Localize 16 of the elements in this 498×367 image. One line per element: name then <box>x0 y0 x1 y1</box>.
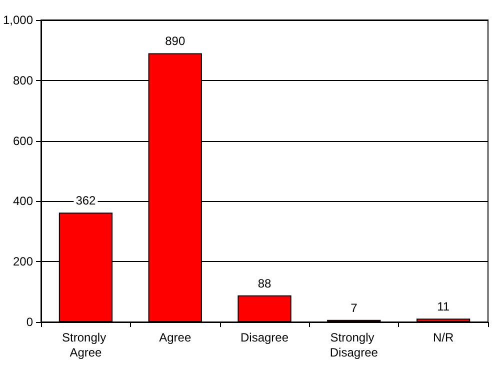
y-tick-label: 400 <box>13 194 34 208</box>
data-label: 11 <box>437 300 450 314</box>
x-tick-label: Agree <box>159 330 192 344</box>
x-tick-label: Strongly Disagree <box>330 330 378 360</box>
x-tick-label: Strongly Agree <box>62 330 110 360</box>
y-tick-label: 200 <box>13 254 34 269</box>
y-tick-label: 1,000 <box>3 13 34 27</box>
data-label: 890 <box>165 34 186 48</box>
data-label: 362 <box>76 194 96 208</box>
y-tick-label: 0 <box>26 315 34 329</box>
y-tick-label: 600 <box>13 134 34 148</box>
x-tick-label: Disagree <box>240 330 289 344</box>
data-label: 88 <box>258 276 272 290</box>
y-tick-label: 800 <box>13 73 34 88</box>
x-tick-label: N/R <box>432 330 454 344</box>
data-label: 7 <box>350 300 358 315</box>
